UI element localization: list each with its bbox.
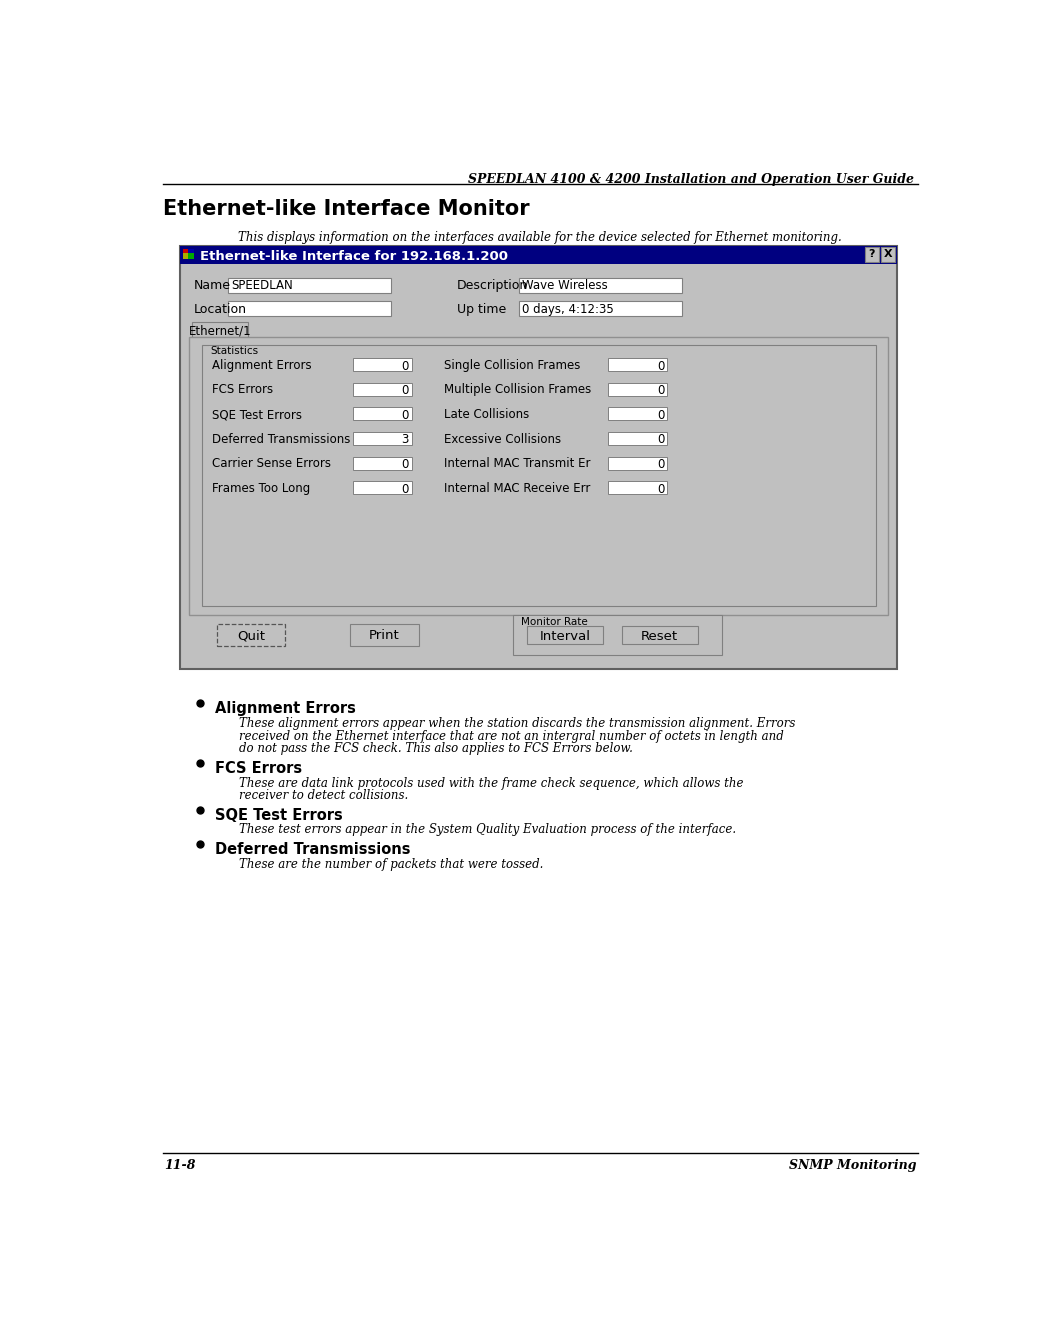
FancyBboxPatch shape: [192, 321, 248, 337]
FancyBboxPatch shape: [622, 625, 698, 644]
Text: These test errors appear in the System Quality Evaluation process of the interfa: These test errors appear in the System Q…: [238, 823, 736, 837]
FancyBboxPatch shape: [183, 248, 189, 255]
FancyBboxPatch shape: [608, 481, 667, 494]
Text: Deferred Transmissions: Deferred Transmissions: [215, 842, 411, 858]
FancyBboxPatch shape: [217, 624, 286, 645]
Text: FCS Errors: FCS Errors: [215, 761, 302, 776]
Text: Multiple Collision Frames: Multiple Collision Frames: [444, 384, 591, 397]
Text: Frames Too Long: Frames Too Long: [212, 482, 311, 495]
FancyBboxPatch shape: [188, 248, 194, 255]
Text: Description: Description: [457, 279, 528, 292]
FancyBboxPatch shape: [865, 247, 879, 262]
FancyBboxPatch shape: [608, 457, 667, 470]
FancyBboxPatch shape: [353, 382, 411, 396]
Text: Ethernet-like Interface Monitor: Ethernet-like Interface Monitor: [162, 199, 529, 219]
Text: SQE Test Errors: SQE Test Errors: [215, 807, 344, 823]
Text: 0: 0: [657, 433, 664, 446]
FancyBboxPatch shape: [353, 432, 411, 445]
FancyBboxPatch shape: [608, 408, 667, 421]
Text: Alignment Errors: Alignment Errors: [212, 359, 312, 372]
Text: Internal MAC Transmit Er: Internal MAC Transmit Er: [444, 457, 590, 470]
FancyBboxPatch shape: [228, 301, 391, 316]
Text: Wave Wireless: Wave Wireless: [523, 279, 608, 292]
FancyBboxPatch shape: [180, 246, 897, 264]
Text: Location: Location: [194, 303, 247, 316]
Text: Ethernet-like Interface for 192.168.1.200: Ethernet-like Interface for 192.168.1.20…: [200, 250, 508, 263]
Text: FCS Errors: FCS Errors: [212, 384, 273, 397]
FancyBboxPatch shape: [188, 254, 194, 259]
FancyBboxPatch shape: [520, 301, 682, 316]
FancyBboxPatch shape: [201, 345, 876, 606]
Text: Late Collisions: Late Collisions: [444, 408, 529, 421]
Text: 0: 0: [402, 483, 409, 495]
Text: Single Collision Frames: Single Collision Frames: [444, 359, 581, 372]
Text: These are the number of packets that were tossed.: These are the number of packets that wer…: [238, 858, 543, 871]
Text: Name: Name: [194, 279, 231, 292]
FancyBboxPatch shape: [527, 625, 603, 644]
FancyBboxPatch shape: [353, 359, 411, 371]
FancyBboxPatch shape: [228, 278, 391, 293]
Text: 0 days, 4:12:35: 0 days, 4:12:35: [523, 303, 614, 316]
FancyBboxPatch shape: [189, 337, 889, 615]
Text: SPEEDLAN: SPEEDLAN: [231, 279, 293, 292]
Text: 0: 0: [402, 409, 409, 422]
Text: received on the Ethernet interface that are not an intergral number of octets in: received on the Ethernet interface that …: [238, 729, 783, 742]
FancyBboxPatch shape: [353, 457, 411, 470]
Text: 3: 3: [402, 433, 409, 446]
Text: do not pass the FCS check. This also applies to FCS Errors below.: do not pass the FCS check. This also app…: [238, 742, 632, 756]
Text: Quit: Quit: [237, 629, 266, 641]
FancyBboxPatch shape: [180, 246, 897, 669]
Text: 0: 0: [657, 384, 664, 397]
FancyBboxPatch shape: [608, 359, 667, 371]
FancyBboxPatch shape: [608, 382, 667, 396]
Text: Excessive Collisions: Excessive Collisions: [444, 433, 561, 446]
FancyBboxPatch shape: [210, 345, 257, 355]
Text: These alignment errors appear when the station discards the transmission alignme: These alignment errors appear when the s…: [238, 717, 795, 730]
Text: Interval: Interval: [540, 629, 590, 643]
Text: 0: 0: [657, 483, 664, 495]
Text: 0: 0: [657, 458, 664, 471]
FancyBboxPatch shape: [350, 624, 418, 645]
Text: These are data link protocols used with the frame check sequence, which allows t: These are data link protocols used with …: [238, 777, 743, 790]
Text: SPEEDLAN 4100 & 4200 Installation and Operation User Guide: SPEEDLAN 4100 & 4200 Installation and Op…: [468, 173, 915, 186]
Text: Alignment Errors: Alignment Errors: [215, 701, 356, 716]
Text: Internal MAC Receive Err: Internal MAC Receive Err: [444, 482, 590, 495]
FancyBboxPatch shape: [513, 615, 722, 655]
Text: Carrier Sense Errors: Carrier Sense Errors: [212, 457, 331, 470]
Text: Reset: Reset: [641, 629, 678, 643]
Text: This displays information on the interfaces available for the device selected fo: This displays information on the interfa…: [238, 231, 842, 244]
Text: ?: ?: [868, 248, 875, 259]
Text: 0: 0: [402, 360, 409, 373]
FancyBboxPatch shape: [353, 408, 411, 421]
Text: 0: 0: [402, 458, 409, 471]
FancyBboxPatch shape: [881, 247, 895, 262]
FancyBboxPatch shape: [520, 616, 583, 624]
Text: Ethernet/1: Ethernet/1: [189, 324, 252, 337]
Text: X: X: [884, 248, 893, 259]
Text: Up time: Up time: [457, 303, 507, 316]
Text: Print: Print: [369, 629, 399, 641]
Text: SQE Test Errors: SQE Test Errors: [212, 408, 302, 421]
FancyBboxPatch shape: [353, 481, 411, 494]
FancyBboxPatch shape: [520, 278, 682, 293]
Text: Monitor Rate: Monitor Rate: [521, 616, 587, 627]
FancyBboxPatch shape: [608, 432, 667, 445]
Text: Statistics: Statistics: [211, 347, 259, 356]
Text: 0: 0: [657, 409, 664, 422]
FancyBboxPatch shape: [183, 254, 189, 259]
Text: 0: 0: [657, 360, 664, 373]
Text: 0: 0: [402, 384, 409, 397]
Text: SNMP Monitoring: SNMP Monitoring: [788, 1159, 916, 1171]
Text: 11-8: 11-8: [164, 1159, 196, 1171]
Text: receiver to detect collisions.: receiver to detect collisions.: [238, 789, 408, 802]
Text: Deferred Transmissions: Deferred Transmissions: [212, 433, 351, 446]
